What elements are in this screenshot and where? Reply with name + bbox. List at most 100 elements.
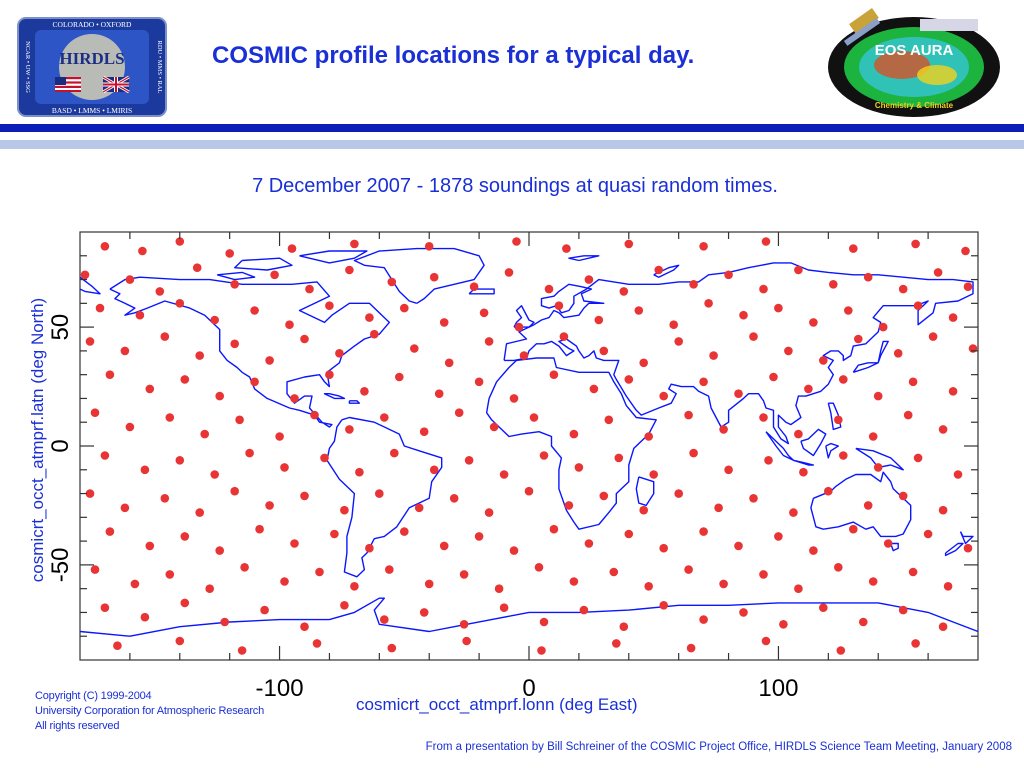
sounding-point — [898, 605, 908, 615]
sounding-point — [200, 429, 209, 439]
sounding-point — [464, 456, 474, 465]
sounding-point — [125, 422, 135, 432]
sounding-point — [385, 565, 394, 574]
sounding-point — [449, 494, 459, 503]
coastline-path — [80, 276, 101, 295]
sounding-point — [265, 501, 274, 510]
sounding-point — [537, 646, 546, 655]
coastline-path — [323, 393, 346, 400]
sounding-point — [400, 303, 409, 313]
sounding-point — [387, 643, 397, 653]
sounding-point — [509, 546, 519, 555]
aura-name: EOS AURA — [875, 42, 954, 59]
coastline-path — [653, 264, 680, 278]
sounding-point — [893, 349, 903, 358]
sounding-point — [429, 272, 439, 282]
sounding-point — [609, 567, 619, 577]
sounding-point — [689, 280, 698, 289]
coastline-path — [299, 250, 368, 264]
sounding-point — [559, 332, 569, 341]
sounding-point — [424, 242, 434, 251]
sounding-point — [968, 344, 978, 353]
copyright-line: All rights reserved — [35, 720, 120, 732]
sounding-point — [839, 375, 848, 384]
sounding-point — [340, 601, 349, 610]
sounding-point — [554, 301, 564, 311]
sounding-point — [215, 546, 224, 555]
sounding-point — [105, 370, 115, 380]
sounding-point — [175, 237, 185, 246]
sounding-point — [774, 532, 783, 541]
sounding-point — [599, 491, 609, 501]
sounding-point — [210, 470, 219, 479]
sounding-point — [789, 508, 798, 517]
sounding-point — [459, 570, 469, 579]
sounding-point — [120, 503, 130, 513]
sounding-point — [836, 646, 846, 655]
hirdls-left-text: NCAR • UW • SSG — [24, 41, 31, 93]
sounding-point — [674, 489, 683, 498]
x-tick-label: -100 — [256, 675, 304, 702]
sounding-point — [290, 394, 299, 403]
sounding-point — [287, 244, 297, 253]
sounding-point — [285, 320, 294, 330]
sounding-point — [928, 332, 938, 341]
y-tick-label: 0 — [47, 439, 74, 452]
coastline-path — [217, 271, 256, 281]
sounding-point — [584, 539, 594, 548]
sounding-point — [95, 303, 105, 313]
sounding-point — [714, 503, 723, 513]
sounding-point — [564, 501, 574, 510]
header-rule-dark — [0, 124, 1024, 132]
sounding-point — [424, 579, 434, 589]
sounding-point — [439, 318, 449, 327]
sounding-point — [624, 375, 634, 384]
sounding-point — [335, 349, 344, 358]
sounding-point — [953, 470, 963, 479]
coastline-path — [568, 255, 600, 262]
sounding-point — [414, 503, 424, 513]
coastline-path — [503, 262, 974, 445]
sounding-point — [859, 617, 868, 627]
sounding-point — [539, 451, 549, 460]
sounding-point — [539, 617, 549, 627]
sounding-point — [644, 432, 653, 441]
coastline-path — [485, 357, 657, 530]
sounding-point — [484, 508, 494, 517]
sounding-point — [908, 377, 918, 387]
sounding-point — [250, 306, 259, 315]
coastline-path — [353, 247, 485, 304]
sounding-point — [340, 505, 349, 515]
sounding-point — [684, 410, 693, 420]
sounding-point — [764, 456, 773, 465]
sounding-point — [180, 375, 190, 384]
sounding-point — [375, 489, 384, 498]
axis-tick-labels: -100 0 100 50 0 -50 — [47, 314, 798, 702]
sounding-point — [345, 425, 354, 434]
sounding-point — [410, 344, 419, 353]
sounding-point — [824, 486, 833, 496]
sounding-point — [300, 334, 309, 344]
sounding-point — [589, 384, 599, 394]
coastline-path — [827, 402, 842, 431]
sounding-point — [769, 372, 778, 382]
sounding-point — [519, 351, 529, 360]
sounding-point — [544, 284, 554, 294]
us-flag-icon — [55, 77, 81, 92]
sounding-point — [639, 358, 648, 368]
sounding-point — [562, 244, 571, 253]
sounding-point — [205, 584, 214, 593]
sounding-point — [839, 451, 848, 460]
sounding-point — [659, 543, 668, 553]
sounding-point — [459, 620, 469, 629]
sounding-point — [963, 282, 973, 292]
sounding-point — [734, 389, 743, 399]
sounding-point — [387, 277, 397, 287]
sounding-point — [834, 415, 843, 425]
sounding-point — [911, 239, 920, 249]
sounding-point — [90, 565, 100, 574]
sounding-point — [454, 408, 464, 418]
sounding-point — [345, 265, 354, 275]
source-credit: From a presentation by Bill Schreiner of… — [425, 741, 1012, 753]
sounding-point — [100, 242, 110, 251]
